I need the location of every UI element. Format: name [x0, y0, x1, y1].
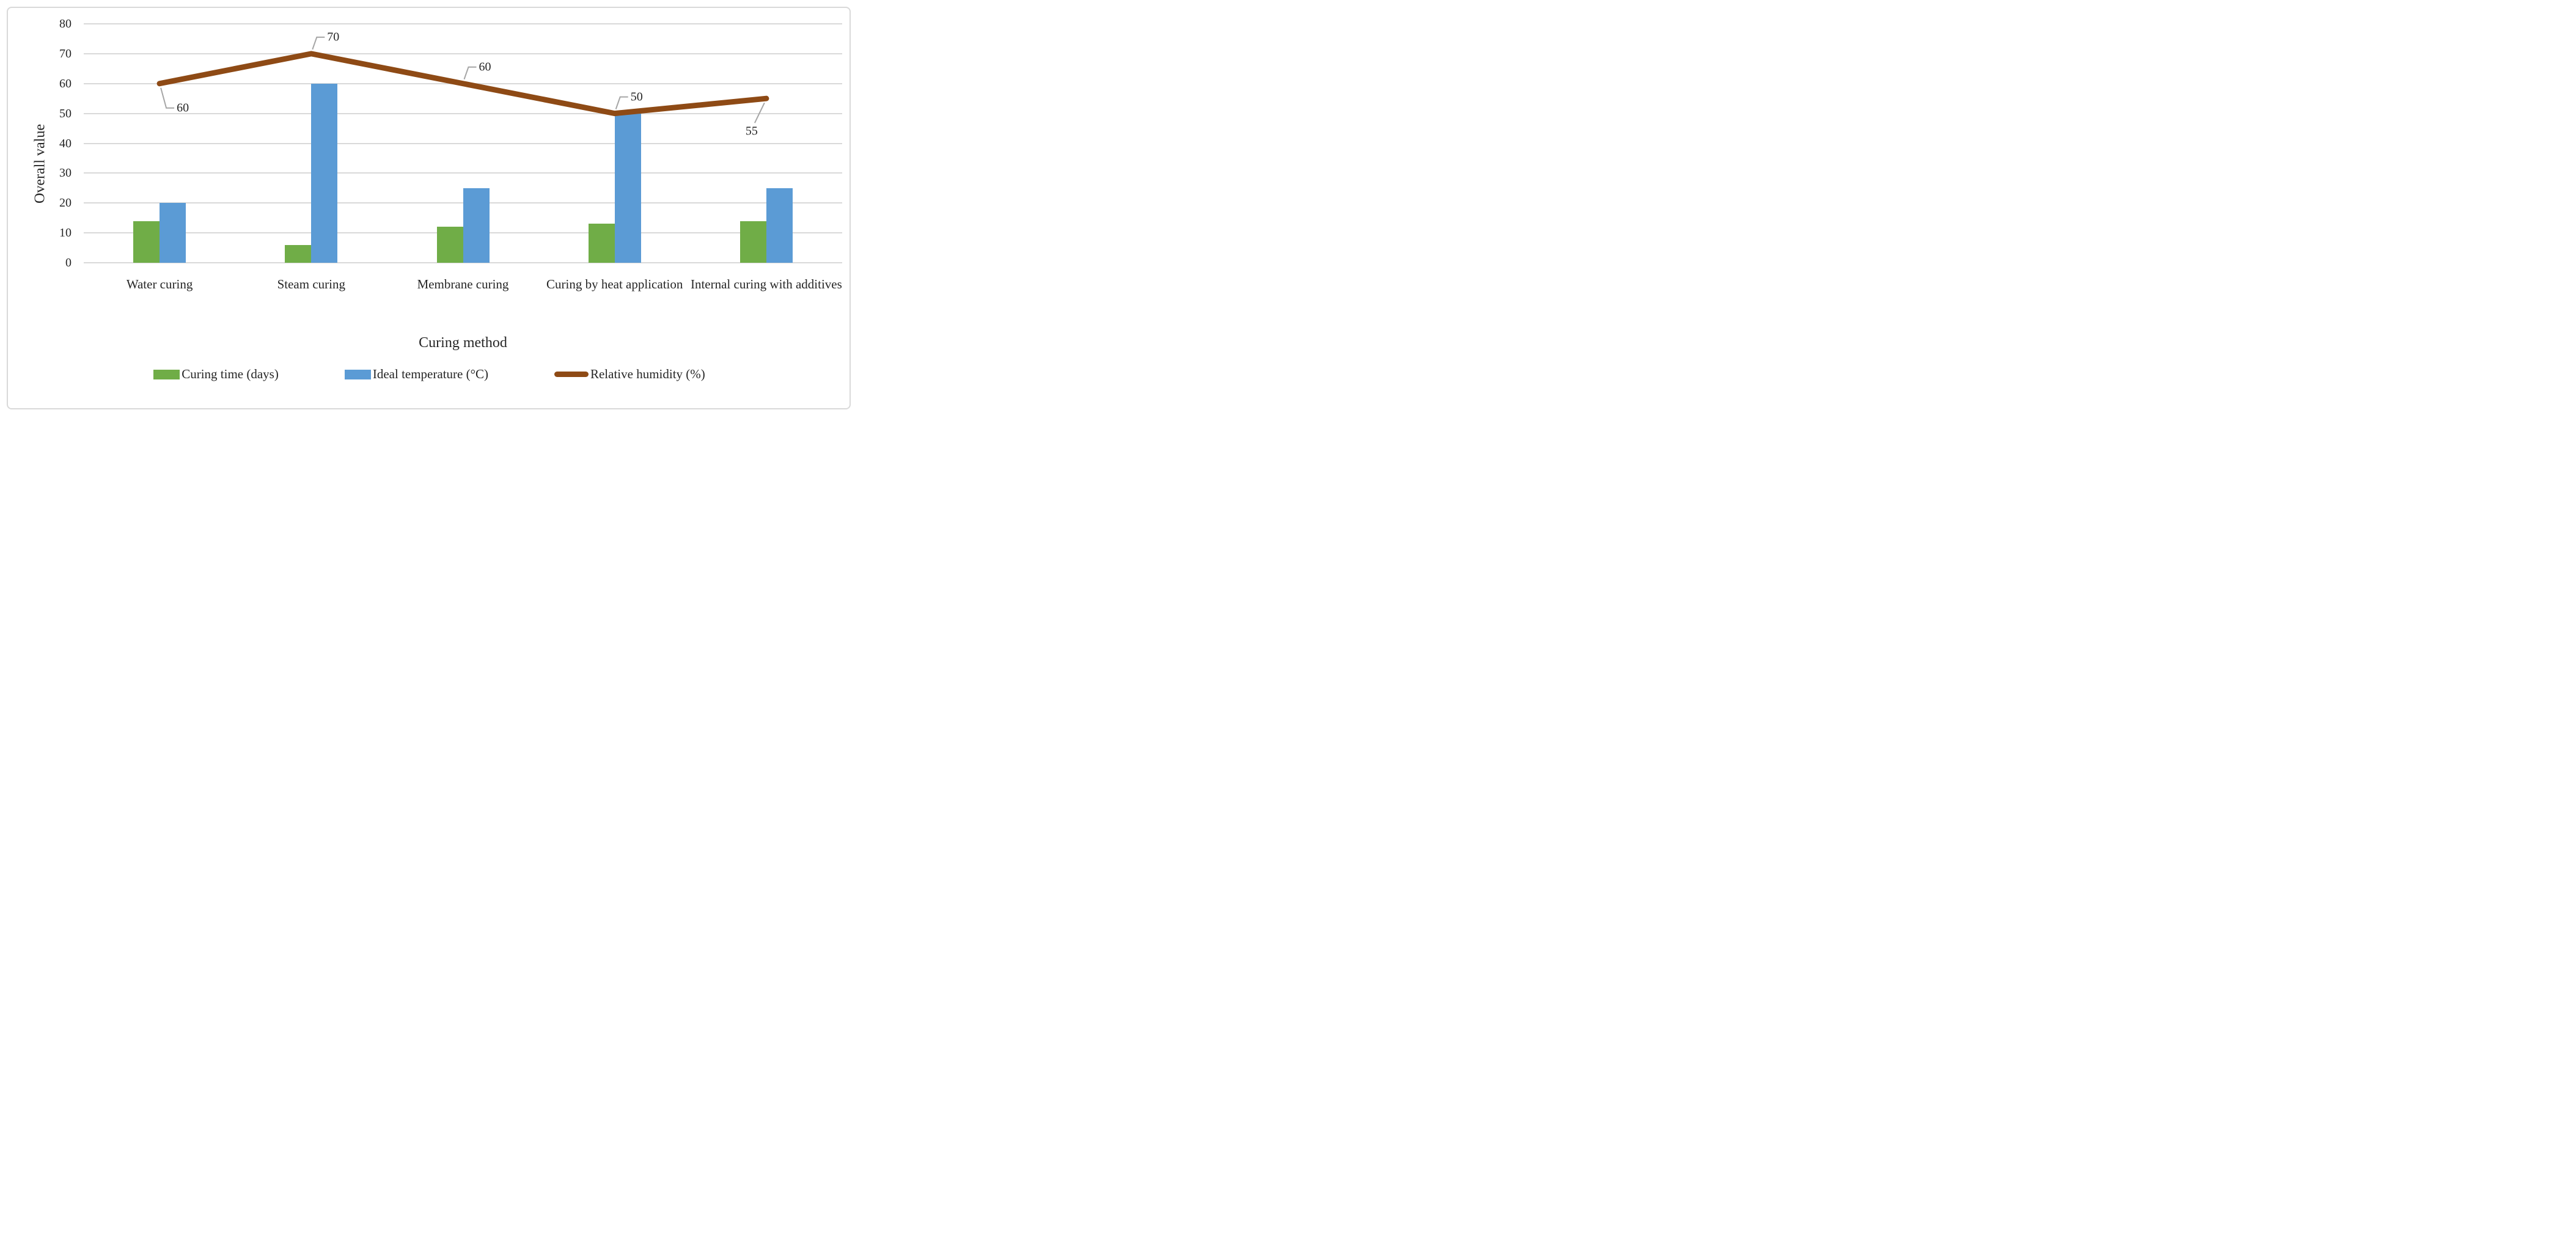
data-label-steam-curing: 70 [327, 30, 340, 44]
legend-swatch-curing-time [153, 369, 180, 379]
legend-swatch-ideal-temperature [344, 369, 371, 379]
y-tick-30: 30 [59, 166, 72, 180]
gridline-70 [84, 53, 842, 54]
legend: Curing time (days) Ideal temperature (°C… [0, 367, 859, 382]
gridline-30 [84, 172, 842, 174]
legend-swatch-relative-humidity [554, 372, 589, 377]
category-label-internal-curing-with-additives: Internal curing with additives [690, 277, 842, 291]
y-axis-title: Overall value [32, 124, 48, 203]
bar-curing-time-days-water-curing [133, 221, 160, 263]
gridline-50 [84, 112, 842, 114]
y-tick-70: 70 [59, 46, 72, 60]
y-tick-10: 10 [59, 226, 72, 240]
legend-item-curing-time: Curing time (days) [153, 367, 279, 382]
gridline-60 [84, 82, 842, 84]
legend-item-ideal-temperature: Ideal temperature (°C) [344, 367, 488, 382]
bar-ideal-temperature-c-internal-curing-with-additives [766, 188, 793, 263]
gridline-0 [84, 262, 842, 263]
y-tick-20: 20 [59, 196, 72, 210]
data-label-curing-by-heat-application: 50 [630, 90, 643, 104]
data-label-membrane-curing: 60 [479, 60, 491, 74]
chart-border-frame [7, 7, 851, 409]
y-tick-50: 50 [59, 106, 72, 120]
category-label-membrane-curing: Membrane curing [417, 277, 509, 291]
legend-item-relative-humidity: Relative humidity (%) [554, 367, 705, 382]
data-label-internal-curing-with-additives: 55 [745, 124, 758, 138]
y-tick-80: 80 [59, 17, 72, 31]
legend-label-curing-time: Curing time (days) [182, 367, 279, 381]
y-tick-0: 0 [65, 256, 72, 269]
bar-ideal-temperature-c-curing-by-heat-application [614, 113, 641, 263]
category-label-water-curing: Water curing [126, 277, 193, 291]
y-tick-60: 60 [59, 76, 72, 90]
bar-curing-time-days-internal-curing-with-additives [739, 221, 766, 263]
gridline-40 [84, 142, 842, 144]
legend-label-relative-humidity: Relative humidity (%) [590, 367, 705, 381]
bar-ideal-temperature-c-water-curing [160, 203, 186, 263]
bar-curing-time-days-curing-by-heat-application [588, 224, 615, 263]
gridline-80 [84, 23, 842, 24]
legend-label-ideal-temperature: Ideal temperature (°C) [372, 367, 488, 381]
x-axis-title: Curing method [419, 335, 507, 351]
bar-curing-time-days-steam-curing [285, 244, 312, 263]
bar-curing-time-days-membrane-curing [436, 227, 463, 263]
bar-ideal-temperature-c-membrane-curing [463, 188, 490, 263]
chart-page: 0 10 20 30 40 50 60 70 80 60 70 60 50 55 Overall val… [0, 0, 859, 416]
data-label-water-curing: 60 [177, 101, 189, 115]
category-label-curing-by-heat-application: Curing by heat application [546, 277, 683, 291]
category-label-steam-curing: Steam curing [277, 277, 345, 291]
y-tick-40: 40 [59, 136, 72, 150]
bar-ideal-temperature-c-steam-curing [311, 83, 338, 263]
